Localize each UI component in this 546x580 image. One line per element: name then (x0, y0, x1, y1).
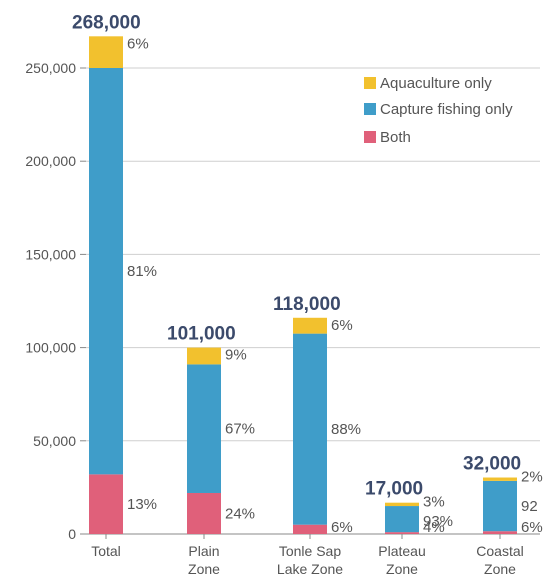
total-label: 101,000 (167, 324, 236, 345)
segment-label: 13% (127, 496, 157, 513)
segment-label: 81% (127, 263, 157, 280)
total-label: 32,000 (463, 454, 521, 475)
segment-label: 6% (127, 35, 149, 52)
x-tick-label: Tonle Sap (279, 543, 341, 559)
bar-both-2 (293, 524, 327, 534)
x-tick-label: Plateau (378, 543, 425, 559)
segment-label: 92 (521, 498, 538, 515)
bar-aquaculture-only-1 (187, 347, 221, 365)
total-label: 268,000 (72, 12, 141, 33)
legend-swatch (364, 131, 376, 143)
x-tick-label: Coastal (476, 543, 523, 559)
bar-aquaculture-only-3 (385, 502, 419, 507)
total-label: 17,000 (365, 479, 423, 500)
segment-label: 3% (423, 494, 445, 511)
segment-label: 2% (521, 469, 543, 486)
segment-label: 6% (331, 317, 353, 334)
segment-label: 6% (331, 519, 353, 536)
segment-label: 67% (225, 421, 255, 438)
x-tick-label: Total (91, 543, 121, 559)
bar-both-3 (385, 532, 419, 534)
segment-label: 88% (331, 421, 361, 438)
segment-label: 6% (521, 519, 543, 536)
bar-capture-fishing-only-3 (385, 506, 419, 533)
legend-label: Both (380, 129, 411, 146)
legend: Aquaculture only Capture fishing only Both (364, 75, 513, 146)
y-tick-label: 100,000 (25, 340, 76, 356)
y-axis: 0 50,000 100,000 150,000 200,000 250,000 (25, 60, 86, 542)
bar-aquaculture-only-4 (483, 477, 517, 481)
bar-aquaculture-only-2 (293, 317, 327, 334)
bar-both-1 (187, 492, 221, 534)
legend-label: Capture fishing only (380, 101, 513, 118)
bar-capture-fishing-only-2 (293, 333, 327, 525)
x-tick-label: Lake Zone (277, 561, 343, 577)
y-tick-label: 50,000 (33, 433, 76, 449)
legend-swatch (364, 77, 376, 89)
y-tick-label: 250,000 (25, 60, 76, 76)
y-tick-label: 200,000 (25, 153, 76, 169)
x-tick-label: Zone (484, 561, 516, 577)
x-tick-label: Zone (188, 561, 220, 577)
segment-label: 4% (423, 519, 445, 536)
legend-label: Aquaculture only (380, 75, 492, 92)
bar-capture-fishing-only-4 (483, 480, 517, 532)
segment-label: 24% (225, 505, 255, 522)
bars (89, 36, 517, 534)
x-axis: Total Plain Zone Tonle Sap Lake Zone Plateau Z… (91, 534, 524, 577)
bar-both-4 (483, 531, 517, 534)
bar-aquaculture-only-0 (89, 36, 123, 68)
total-label: 118,000 (273, 294, 341, 315)
bar-both-0 (89, 474, 123, 534)
legend-swatch (364, 103, 376, 115)
x-tick-label: Plain (188, 543, 219, 559)
y-tick-label: 0 (68, 526, 76, 542)
x-tick-label: Zone (386, 561, 418, 577)
bar-capture-fishing-only-1 (187, 364, 221, 493)
segment-label: 93% (423, 513, 453, 530)
y-tick-label: 150,000 (25, 246, 76, 262)
segment-label: 9% (225, 347, 247, 364)
data-labels: 13% 81% 6% 268,000 24% 67% 9% 101,000 6% 88% 6% 118… (72, 12, 543, 536)
bar-capture-fishing-only-0 (89, 68, 123, 475)
